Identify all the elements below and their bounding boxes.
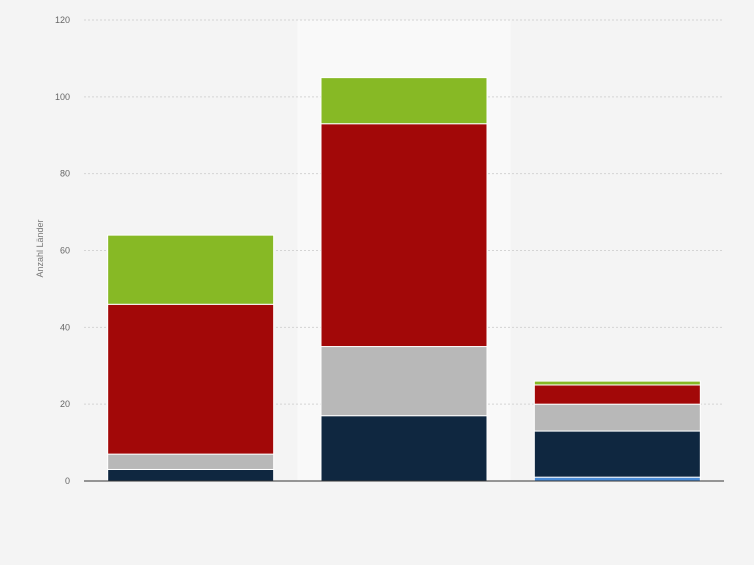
bar-segment-series-2[interactable]	[533, 430, 701, 478]
bar-segment-series-5[interactable]	[107, 234, 275, 305]
y-tick-label: 0	[65, 476, 70, 486]
y-tick-label: 100	[55, 92, 70, 102]
y-axis-title: Anzahl Länder	[35, 219, 45, 277]
bar-segment-series-3[interactable]	[320, 346, 488, 417]
bar-segment-series-3[interactable]	[533, 403, 701, 432]
bar-segment-series-3[interactable]	[107, 453, 275, 470]
bar-segment-series-4[interactable]	[320, 123, 488, 348]
y-axis-ticks: 0 20 40 60 80 100 120	[55, 15, 70, 486]
y-tick-label: 40	[60, 322, 70, 332]
bar-segment-series-4[interactable]	[533, 384, 701, 405]
bar-segment-series-4[interactable]	[107, 303, 275, 455]
bar-stack-2[interactable]	[320, 77, 488, 482]
bar-segment-series-5[interactable]	[320, 77, 488, 125]
bar-segment-series-1[interactable]	[533, 476, 701, 482]
bar-segment-series-5[interactable]	[533, 380, 701, 386]
bars	[107, 77, 701, 482]
y-tick-label: 80	[60, 169, 70, 179]
y-tick-label: 120	[55, 15, 70, 25]
bar-segment-series-2[interactable]	[107, 468, 275, 482]
bar-segment-series-2[interactable]	[320, 415, 488, 482]
bar-stack-3[interactable]	[533, 380, 701, 482]
y-tick-label: 60	[60, 246, 70, 256]
bar-stack-1[interactable]	[107, 234, 275, 482]
y-tick-label: 20	[60, 399, 70, 409]
